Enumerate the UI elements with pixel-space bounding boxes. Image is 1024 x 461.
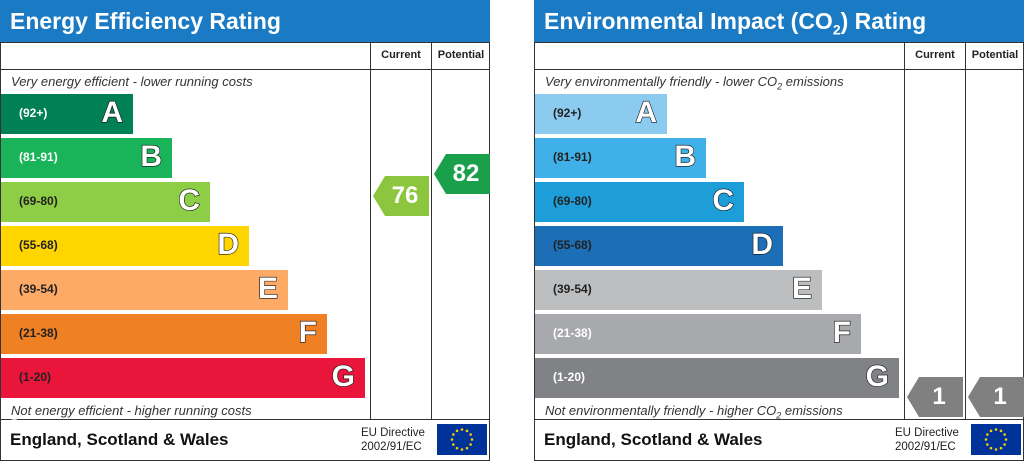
directive-line2: 2002/91/EC bbox=[895, 441, 956, 453]
directive-line1: EU Directive bbox=[361, 427, 425, 439]
watermark-logo: baart bbox=[9, 413, 98, 455]
energy-chart-box: Current Potential Very energy efficient … bbox=[0, 42, 490, 455]
band-range-label: (55-68) bbox=[553, 238, 592, 252]
environment-current-rating: 1 bbox=[907, 377, 963, 417]
energy-efficiency-panel: Energy Efficiency Rating Current Potenti… bbox=[0, 0, 490, 461]
band-letter: G bbox=[865, 359, 890, 393]
header-divider bbox=[535, 69, 1023, 70]
header-divider bbox=[1, 69, 489, 70]
energy-title: Energy Efficiency Rating bbox=[0, 0, 490, 42]
band-letter: E bbox=[257, 271, 278, 305]
environment-directive: EU Directive 2002/91/EC bbox=[895, 426, 959, 454]
band-range-label: (81-91) bbox=[19, 150, 58, 164]
rating-arrow-shape bbox=[968, 377, 1024, 417]
band-letter: C bbox=[178, 183, 201, 217]
band-letter: A bbox=[101, 95, 124, 129]
directive-line2: 2002/91/EC bbox=[361, 441, 422, 453]
band-letter: D bbox=[751, 227, 774, 261]
band-range-label: (81-91) bbox=[553, 150, 592, 164]
divider-current bbox=[370, 43, 371, 419]
environment-chart-box: Current Potential Very environmentally f… bbox=[534, 42, 1024, 421]
band-letter: F bbox=[298, 315, 318, 349]
environmental-impact-panel: Environmental Impact (CO2) Rating Curren… bbox=[534, 0, 1024, 461]
env-caption-top-sub: 2 bbox=[777, 81, 783, 92]
band-letter: C bbox=[712, 183, 735, 217]
band-c: (69-80) C bbox=[1, 182, 210, 222]
band-range-label: (21-38) bbox=[19, 326, 58, 340]
env-title-post: ) Rating bbox=[840, 8, 927, 34]
energy-potential-rating: 82 bbox=[434, 154, 490, 194]
band-e: (39-54) E bbox=[1, 270, 288, 310]
energy-region: England, Scotland & Wales bbox=[10, 430, 229, 449]
band-d: (55-68) D bbox=[535, 226, 783, 266]
band-e: (39-54) E bbox=[535, 270, 822, 310]
energy-directive: EU Directive 2002/91/EC bbox=[361, 426, 425, 454]
band-range-label: (21-38) bbox=[553, 326, 592, 340]
band-g: (1-20) G bbox=[535, 358, 899, 398]
band-range-label: (92+) bbox=[19, 106, 48, 120]
rating-arrow-shape bbox=[434, 154, 490, 194]
band-b: (81-91) B bbox=[535, 138, 706, 178]
env-caption-top-post: emissions bbox=[782, 74, 844, 89]
band-range-label: (55-68) bbox=[19, 238, 58, 252]
band-letter: G bbox=[331, 359, 356, 393]
band-b: (81-91) B bbox=[1, 138, 172, 178]
divider-current bbox=[904, 43, 905, 419]
band-f: (21-38) F bbox=[1, 314, 327, 354]
environment-region: England, Scotland & Wales bbox=[544, 430, 763, 449]
band-letter: D bbox=[217, 227, 240, 261]
rating-value: 76 bbox=[391, 182, 419, 209]
col-potential-header: Potential bbox=[437, 49, 485, 61]
band-f: (21-38) F bbox=[535, 314, 861, 354]
rating-arrow-shape bbox=[907, 377, 963, 417]
band-g: (1-20) G bbox=[1, 358, 365, 398]
environment-footer: England, Scotland & Wales EU Directive 2… bbox=[534, 420, 1024, 461]
rating-value: 82 bbox=[452, 160, 480, 187]
energy-footer: England, Scotland & Wales EU Directive 2… bbox=[0, 420, 490, 461]
rating-arrow-shape bbox=[373, 176, 429, 216]
band-range-label: (1-20) bbox=[553, 370, 586, 384]
band-range-label: (69-80) bbox=[553, 194, 592, 208]
col-current-header: Current bbox=[915, 49, 955, 61]
env-title-pre: Environmental Impact (CO bbox=[544, 8, 833, 34]
band-letter: E bbox=[791, 271, 812, 305]
env-caption-bottom-post: emissions bbox=[781, 403, 843, 418]
energy-caption-top: Very energy efficient - lower running co… bbox=[11, 74, 253, 89]
environment-potential-rating: 1 bbox=[968, 377, 1024, 417]
band-letter: A bbox=[635, 95, 658, 129]
band-range-label: (39-54) bbox=[19, 282, 58, 296]
band-range-label: (1-20) bbox=[19, 370, 52, 384]
band-range-label: (39-54) bbox=[553, 282, 592, 296]
band-c: (69-80) C bbox=[535, 182, 744, 222]
band-a: (92+) A bbox=[1, 94, 133, 134]
divider-potential bbox=[965, 43, 966, 419]
band-letter: B bbox=[140, 139, 163, 173]
eu-flag-icon bbox=[437, 424, 487, 455]
environment-title: Environmental Impact (CO2) Rating bbox=[534, 0, 1024, 42]
band-letter: F bbox=[832, 315, 852, 349]
band-a: (92+) A bbox=[535, 94, 667, 134]
energy-current-rating: 76 bbox=[373, 176, 429, 216]
band-d: (55-68) D bbox=[1, 226, 249, 266]
env-caption-bottom-pre: Not environmentally friendly - higher CO bbox=[545, 403, 777, 418]
env-title-sub: 2 bbox=[832, 21, 841, 38]
eu-flag-icon bbox=[971, 424, 1021, 455]
environment-caption-bottom: Not environmentally friendly - higher CO… bbox=[545, 403, 843, 421]
directive-line1: EU Directive bbox=[895, 427, 959, 439]
environment-caption-top: Very environmentally friendly - lower CO… bbox=[545, 74, 844, 92]
energy-caption-bottom: Not energy efficient - higher running co… bbox=[11, 403, 252, 418]
divider-potential bbox=[431, 43, 432, 419]
env-caption-bottom-sub: 2 bbox=[776, 410, 782, 421]
col-current-header: Current bbox=[381, 49, 421, 61]
band-range-label: (92+) bbox=[553, 106, 582, 120]
col-potential-header: Potential bbox=[971, 49, 1019, 61]
band-range-label: (69-80) bbox=[19, 194, 58, 208]
rating-value: 1 bbox=[932, 383, 946, 410]
env-caption-top-pre: Very environmentally friendly - lower CO bbox=[545, 74, 778, 89]
rating-value: 1 bbox=[993, 383, 1007, 410]
band-letter: B bbox=[674, 139, 697, 173]
